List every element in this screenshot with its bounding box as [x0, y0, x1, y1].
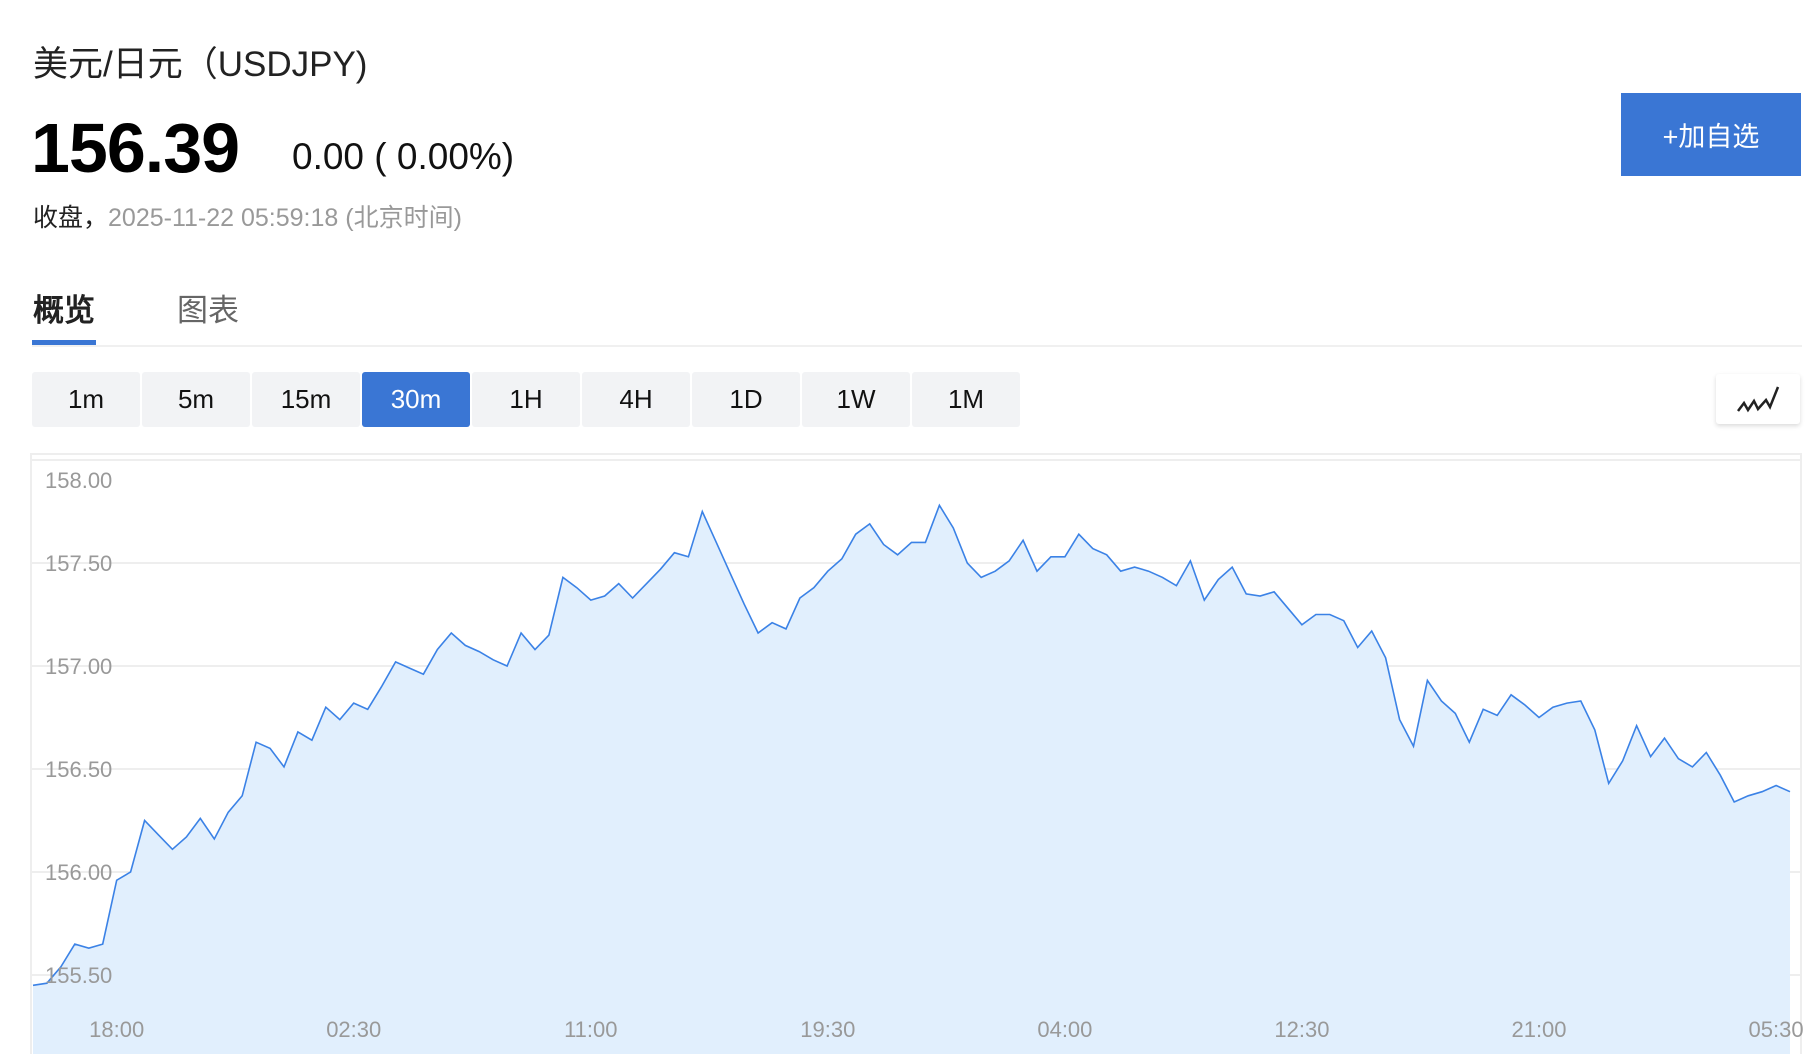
active-tab-indicator [32, 340, 96, 345]
chart-type-button[interactable] [1716, 374, 1800, 424]
instrument-title: 美元/日元（USDJPY) [33, 45, 368, 84]
price-chart [30, 453, 1802, 1054]
x-tick-label: 19:30 [800, 1017, 855, 1042]
x-tick-label: 18:00 [89, 1017, 144, 1042]
period-1d[interactable]: 1D [692, 372, 800, 427]
x-tick-label: 11:00 [564, 1017, 617, 1042]
line-chart-icon [1737, 386, 1780, 413]
status-label: 收盘， [33, 204, 109, 232]
tab-chart[interactable]: 图表 [177, 293, 239, 328]
x-axis-labels: 18:00 02:30 11:00 19:30 04:00 12:30 21:00 05:30 [89, 1017, 1803, 1042]
period-selector: 1m 5m 15m 30m 1H 4H 1D 1W 1M [32, 372, 1020, 427]
period-30m[interactable]: 30m [362, 372, 470, 427]
price-line [32, 503, 1791, 987]
x-tick-label: 12:30 [1274, 1017, 1329, 1042]
period-1m[interactable]: 1m [32, 372, 140, 427]
period-4h[interactable]: 4H [582, 372, 690, 427]
add-to-watchlist-button[interactable]: +加自选 [1621, 93, 1801, 176]
period-15m[interactable]: 15m [252, 372, 360, 427]
price-change: 0.00 ( 0.00%) [292, 136, 515, 177]
period-1mo[interactable]: 1M [912, 372, 1020, 427]
y-tick-label: 155.50 [45, 963, 112, 988]
x-tick-label: 02:30 [326, 1017, 381, 1042]
x-tick-label: 05:30 [1749, 1017, 1804, 1042]
current-price: 156.39 [31, 109, 240, 187]
timestamp: 2025-11-22 05:59:18 (北京时间) [108, 204, 462, 232]
period-1w[interactable]: 1W [802, 372, 910, 427]
y-tick-label: 156.50 [45, 757, 112, 782]
y-tick-label: 157.00 [45, 654, 112, 679]
period-5m[interactable]: 5m [142, 372, 250, 427]
tab-overview[interactable]: 概览 [33, 293, 95, 328]
x-tick-label: 04:00 [1037, 1017, 1092, 1042]
tab-divider [32, 345, 1802, 347]
x-tick-label: 21:00 [1511, 1017, 1566, 1042]
y-axis-labels: 158.00 157.50 157.00 156.50 156.00 155.50 [45, 468, 112, 988]
price-area-fill [33, 505, 1790, 1054]
period-1h[interactable]: 1H [472, 372, 580, 427]
market-status: 收盘，2025-11-22 05:59:18 (北京时间) [33, 198, 462, 234]
y-tick-label: 158.00 [45, 468, 112, 493]
y-tick-label: 157.50 [45, 551, 112, 576]
y-tick-label: 156.00 [45, 860, 112, 885]
